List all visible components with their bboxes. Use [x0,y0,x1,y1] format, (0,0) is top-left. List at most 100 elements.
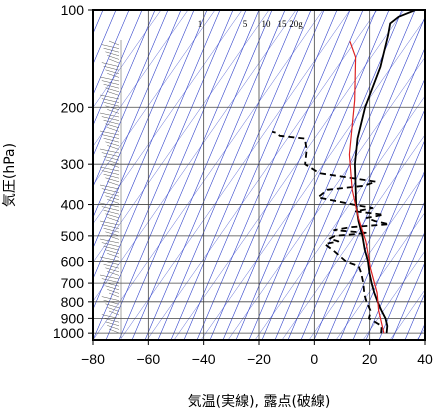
wind-barb [103,263,120,269]
wind-barb [101,170,120,175]
wind-barb [99,184,120,190]
guide-line [300,46,425,340]
guide-line [131,10,273,340]
y-tick-label: 800 [61,294,85,310]
wind-barb [105,87,120,93]
wind-barb [101,314,120,319]
wind-barb [101,116,120,121]
guide-line [93,10,162,109]
guide-line [378,230,425,340]
wind-barb [107,307,120,312]
x-axis-ticks: −80 −60 −40 −20 0 20 40 [81,340,433,367]
guide-line [93,10,324,340]
guide-line [93,10,189,147]
temperature-line [353,10,416,334]
wind-barb [101,62,120,67]
guide-line [93,10,156,157]
wind-barb [107,163,120,168]
y-tick-label: 200 [61,99,85,115]
mixing-ratio-label: 10 [262,19,272,29]
wind-barb [105,321,120,327]
x-axis-title: 気温(実線), 露点(破線) [188,394,331,410]
wind-barb [105,177,120,183]
wind-barb [105,303,120,309]
wind-barb [101,98,120,103]
wind-barb [105,159,120,165]
guide-line [93,10,297,302]
wind-barb [107,217,120,222]
wind-barb [101,278,120,283]
x-tick-label: −60 [136,351,160,367]
guide-line [391,261,425,340]
wind-barb [105,285,120,291]
wind-barb [99,256,120,262]
y-tick-label: 300 [61,156,85,172]
wind-barb [99,274,120,280]
wind-barb [101,134,120,139]
wind-barb [107,253,120,258]
x-tick-label: 20 [362,351,378,367]
guide-line [365,200,425,340]
wind-barb [107,289,120,294]
guide-line [93,10,270,263]
y-tick-label: 100 [61,2,85,18]
guide-line [105,10,247,340]
guide-line [93,10,234,340]
guide-line [281,134,425,340]
guide-line [173,10,405,340]
wind-barb [103,209,120,215]
wind-barb [105,195,120,201]
guide-line [93,10,216,186]
wind-barb [107,55,120,60]
wind-barb [105,141,120,147]
y-tick-label: 900 [61,310,85,326]
wind-barb [99,112,120,118]
guide-line [209,10,351,340]
wind-barb [108,40,120,46]
wind-barb [103,65,120,71]
wind-barb [101,152,120,157]
wind-barb [107,199,120,204]
wind-barb [99,202,120,208]
x-tick-label: 40 [417,351,433,367]
guide-line [352,169,425,340]
guide-line [118,10,260,340]
wind-barb [105,51,120,57]
guide-line [362,250,425,340]
y-axis-title: 気圧(hPa) [2,143,18,207]
wind-barb [103,299,120,305]
y-tick-label: 400 [61,197,85,213]
wind-barb [105,249,120,255]
guide-line [119,10,351,340]
guide-line [222,10,364,340]
wind-barb [103,137,120,143]
y-tick-label: 500 [61,228,85,244]
wind-barb [107,109,120,114]
wind-barb [101,206,120,211]
wind-barb [99,238,120,244]
wind-barb [107,235,120,240]
wind-barb [99,76,120,82]
guide-line [144,10,286,340]
x-tick-label: 0 [310,351,318,367]
wind-barb [108,58,120,64]
wind-barb [107,325,120,330]
wind-barb [105,213,120,219]
guide-line [93,10,221,311]
parcel-line [348,41,385,334]
wind-barb [103,83,120,89]
mixing-ratio-label: 20g [289,19,303,29]
wind-barb [105,231,120,237]
wind-barb [99,130,120,136]
wind-barb [101,296,120,301]
wind-barb [108,292,120,298]
guide-line [93,10,130,96]
wind-barb [108,328,120,334]
wind-barb [108,310,120,316]
guide-line [93,10,208,280]
guide-line [93,10,169,188]
guide-line [183,10,325,340]
wind-barb [105,267,120,273]
